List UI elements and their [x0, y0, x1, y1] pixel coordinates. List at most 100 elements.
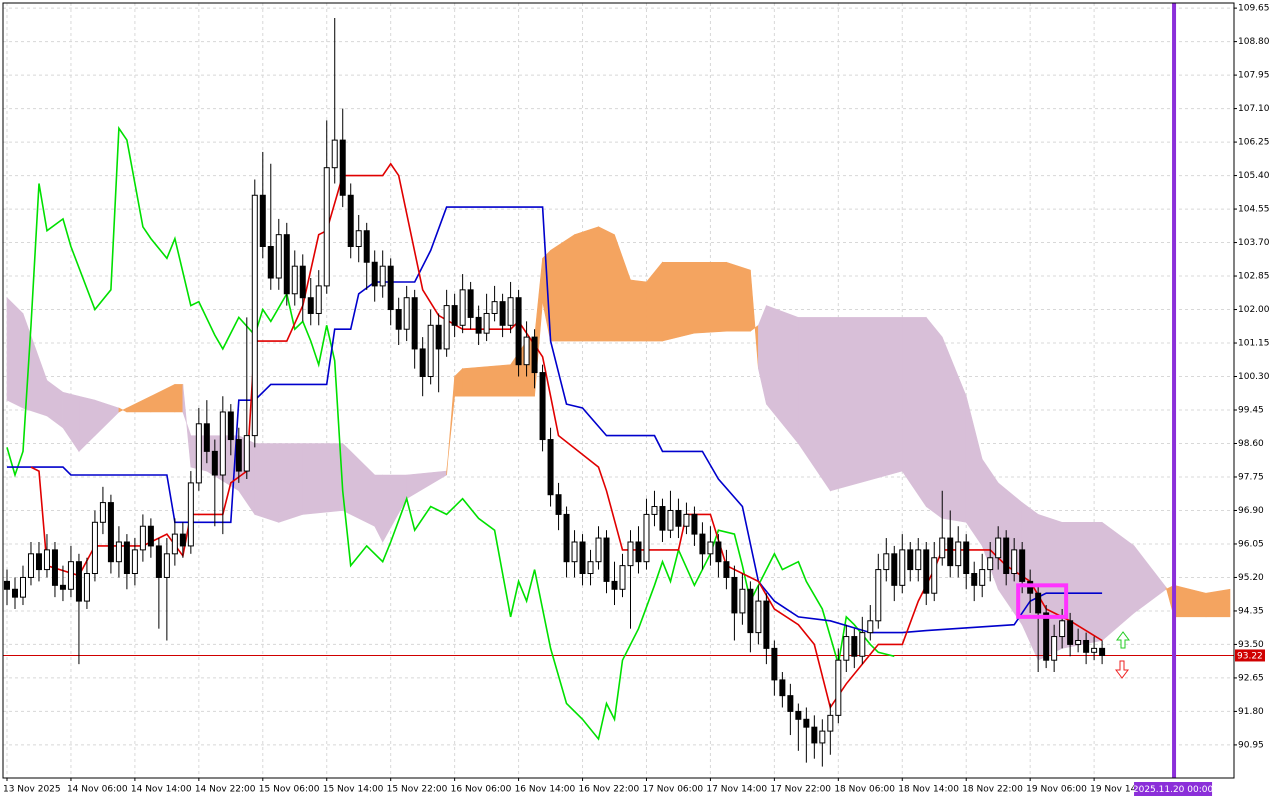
- x-tick-label: 15 Nov 06:00: [259, 785, 320, 795]
- y-tick-label: 94.35: [1238, 606, 1264, 616]
- cloud-segment: [726, 261, 751, 332]
- cloud-segment: [598, 226, 615, 342]
- candle-body: [267, 245, 274, 279]
- candle-body: [627, 541, 634, 567]
- candle-body: [195, 423, 202, 484]
- candle-body: [515, 297, 522, 366]
- candle-body: [43, 549, 50, 571]
- cloud-segment: [630, 279, 647, 342]
- candle-body: [419, 348, 426, 378]
- candle-body: [435, 324, 442, 350]
- y-tick-label: 98.60: [1238, 439, 1264, 449]
- candle-body: [427, 324, 434, 378]
- candle-body: [811, 726, 818, 744]
- x-tick-label: 15 Nov 22:00: [387, 785, 448, 795]
- x-tick-label: 17 Nov 22:00: [770, 785, 831, 795]
- cloud-segment: [1205, 588, 1231, 618]
- candle-body: [683, 513, 690, 527]
- candle-body: [803, 718, 810, 728]
- candle-body: [467, 289, 474, 318]
- chikou-line: [6, 125, 895, 741]
- candle-body: [387, 265, 394, 311]
- price-label-box: [1235, 649, 1265, 662]
- candle-body: [275, 234, 282, 279]
- candle-body: [147, 525, 154, 547]
- candle-body: [987, 557, 994, 571]
- x-tick-label: 19 Nov 14:00: [1090, 785, 1151, 795]
- x-tick-label: 15 Nov 14:00: [323, 785, 384, 795]
- candle-body: [883, 553, 890, 571]
- candle-body: [91, 521, 98, 575]
- plot-frame: [2, 2, 1235, 779]
- candle-body: [979, 569, 986, 586]
- candle-body: [963, 541, 970, 575]
- candle-body: [971, 573, 978, 586]
- candle-body: [3, 580, 10, 590]
- overlay-layer: [1016, 3, 1177, 778]
- candle-body: [827, 714, 834, 732]
- cloud-segment: [662, 261, 695, 342]
- candle-body: [411, 297, 418, 350]
- candle-body: [947, 537, 954, 567]
- candle-body: [27, 553, 34, 578]
- candle-body: [547, 439, 554, 496]
- candle-body: [243, 435, 250, 472]
- candle-body: [35, 553, 42, 571]
- candle-body: [363, 230, 370, 263]
- candle-body: [715, 541, 722, 563]
- candle-body: [819, 730, 826, 744]
- y-tick-label: 103.70: [1238, 238, 1270, 248]
- candle-body: [227, 411, 234, 441]
- axis-layer: 109.65 108.80 107.95 107.10 106.25 105.40 104.…: [3, 4, 1270, 796]
- candle-body: [99, 502, 106, 523]
- y-tick-label: 102.00: [1238, 305, 1270, 315]
- candle-body: [1019, 549, 1026, 582]
- x-tick-label: 16 Nov 06:00: [451, 785, 512, 795]
- kijun-line: [7, 206, 1103, 634]
- candle-body: [459, 289, 466, 326]
- candle-body: [523, 336, 530, 366]
- candle-body: [699, 533, 706, 555]
- candle-body: [1091, 647, 1098, 653]
- vertical-marker-label-box: [1134, 782, 1213, 796]
- candle-body: [939, 537, 946, 559]
- candle-body: [315, 285, 322, 314]
- y-tick-label: 93.50: [1238, 640, 1264, 650]
- candle-body: [955, 541, 962, 567]
- candle-body: [499, 301, 506, 326]
- candle-body: [915, 549, 922, 571]
- candle-body: [675, 509, 682, 527]
- candle-body: [859, 632, 866, 657]
- candle-body: [1011, 549, 1018, 575]
- candle-body: [75, 561, 82, 602]
- candle-body: [619, 565, 626, 590]
- x-tick-label: 17 Nov 14:00: [706, 785, 767, 795]
- highlight-box: [1016, 583, 1069, 619]
- candle-body: [59, 584, 66, 590]
- candle-body: [531, 336, 538, 374]
- candle-body: [667, 509, 674, 531]
- candle-body: [923, 549, 930, 594]
- candle-body: [163, 553, 170, 578]
- y-tick-label: 96.90: [1238, 506, 1264, 516]
- candle-body: [107, 502, 114, 563]
- buy-arrow: [1116, 631, 1130, 649]
- cloud-segment: [694, 261, 727, 334]
- candle-body: [123, 541, 130, 575]
- candle-body: [251, 194, 258, 437]
- x-tick-label: 14 Nov 22:00: [195, 785, 256, 795]
- y-tick-label: 99.45: [1238, 406, 1264, 416]
- candle-body: [339, 139, 346, 196]
- candle-body: [747, 588, 754, 634]
- candle-body: [891, 553, 898, 586]
- candle-body: [347, 194, 354, 247]
- y-tick-label: 102.85: [1238, 272, 1270, 282]
- cloud-segment: [278, 443, 304, 523]
- y-tick-label: 101.15: [1238, 339, 1270, 349]
- price-label: 93.22: [1237, 651, 1263, 661]
- candle-body: [595, 537, 602, 563]
- candle-body: [899, 549, 906, 586]
- candle-body: [483, 312, 490, 334]
